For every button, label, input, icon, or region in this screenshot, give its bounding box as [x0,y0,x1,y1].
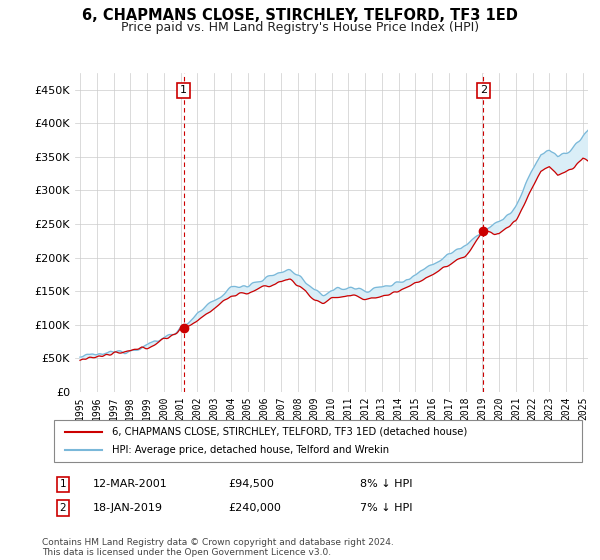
Text: 6, CHAPMANS CLOSE, STIRCHLEY, TELFORD, TF3 1ED: 6, CHAPMANS CLOSE, STIRCHLEY, TELFORD, T… [82,8,518,24]
FancyBboxPatch shape [54,420,582,462]
Text: 8% ↓ HPI: 8% ↓ HPI [360,479,413,489]
Text: 2: 2 [59,503,67,513]
Text: £94,500: £94,500 [228,479,274,489]
Text: 2: 2 [479,85,487,95]
Text: Contains HM Land Registry data © Crown copyright and database right 2024.
This d: Contains HM Land Registry data © Crown c… [42,538,394,557]
Text: 18-JAN-2019: 18-JAN-2019 [93,503,163,513]
Text: HPI: Average price, detached house, Telford and Wrekin: HPI: Average price, detached house, Telf… [112,445,389,455]
Text: 1: 1 [59,479,67,489]
Text: Price paid vs. HM Land Registry's House Price Index (HPI): Price paid vs. HM Land Registry's House … [121,21,479,34]
Text: 7% ↓ HPI: 7% ↓ HPI [360,503,413,513]
Text: 6, CHAPMANS CLOSE, STIRCHLEY, TELFORD, TF3 1ED (detached house): 6, CHAPMANS CLOSE, STIRCHLEY, TELFORD, T… [112,427,467,437]
Text: 1: 1 [180,85,187,95]
Text: £240,000: £240,000 [228,503,281,513]
Text: 12-MAR-2001: 12-MAR-2001 [93,479,168,489]
